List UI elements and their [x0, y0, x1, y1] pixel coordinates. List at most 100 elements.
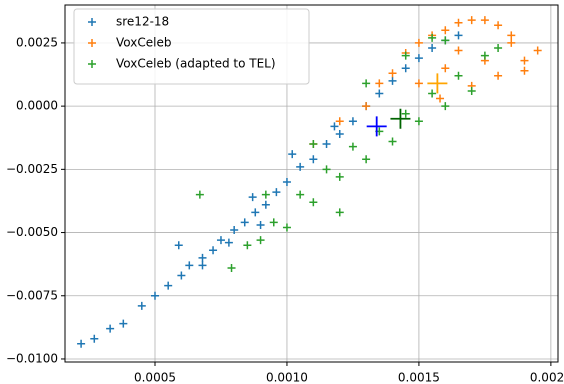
scatter-point: [309, 155, 318, 164]
scatter-point: [174, 241, 183, 250]
scatter-point: [467, 16, 476, 25]
scatter-point: [227, 263, 236, 272]
scatter-point: [362, 102, 371, 111]
scatter-point: [401, 64, 410, 73]
scatter-point: [375, 79, 384, 88]
scatter-point: [441, 36, 450, 45]
scatter-point: [296, 162, 305, 171]
scatter-point: [494, 43, 503, 52]
scatter-point: [90, 334, 99, 343]
scatter-point: [533, 46, 542, 55]
scatter-point: [335, 117, 344, 126]
scatter-point: [309, 198, 318, 207]
scatter-point: [480, 51, 489, 60]
scatter-point: [388, 76, 397, 85]
x-tick-label: 0.0020: [530, 371, 564, 384]
scatter-point: [388, 69, 397, 78]
legend-marker: [88, 18, 96, 26]
scatter-point: [441, 26, 450, 35]
scatter-point: [520, 66, 529, 75]
scatter-point: [414, 54, 423, 63]
y-tick-label: 0.0000: [16, 99, 58, 113]
scatter-point: [441, 102, 450, 111]
legend-marker: [88, 60, 96, 68]
scatter-point: [261, 190, 270, 199]
scatter-point: [362, 79, 371, 88]
x-tick-label: 0.0005: [134, 371, 176, 384]
scatter-point: [195, 190, 204, 199]
scatter-point: [335, 129, 344, 138]
scatter-point: [296, 190, 305, 199]
scatter-point: [428, 33, 437, 42]
y-tick-label: 0.0025: [16, 35, 58, 49]
scatter-point: [256, 236, 265, 245]
x-tick-label: 0.0010: [266, 371, 308, 384]
scatter-point: [414, 38, 423, 47]
scatter-point: [224, 238, 233, 247]
scatter-point: [240, 218, 249, 227]
scatter-point: [261, 200, 270, 209]
scatter-point: [401, 51, 410, 60]
scatter-point: [520, 56, 529, 65]
scatter-point: [414, 79, 423, 88]
scatter-point: [198, 261, 207, 270]
scatter-point: [348, 117, 357, 126]
scatter-point: [269, 218, 278, 227]
scatter-point: [467, 86, 476, 95]
y-tick-label: −0.0100: [6, 351, 58, 365]
scatter-point: [248, 193, 257, 202]
scatter-point: [436, 94, 445, 103]
legend-label: VoxCeleb: [116, 36, 171, 50]
scatter-point: [230, 226, 239, 235]
scatter-point: [414, 117, 423, 126]
legend-box: [73, 8, 310, 85]
scatter-point: [322, 140, 331, 149]
scatter-point: [507, 38, 516, 47]
scatter-point: [330, 122, 339, 131]
scatter-point: [335, 172, 344, 181]
y-tick-label: −0.0050: [6, 225, 58, 239]
scatter-point: [177, 271, 186, 280]
scatter-point: [137, 301, 146, 310]
legend-label: sre12-18: [116, 15, 169, 29]
scatter-point: [119, 319, 128, 328]
scatter-point: [309, 140, 318, 149]
scatter-point: [282, 177, 291, 186]
scatter-point: [251, 208, 260, 217]
x-tick-label: 0.0015: [398, 371, 440, 384]
legend-marker: [88, 39, 96, 47]
scatter-point: [272, 188, 281, 197]
scatter-point: [335, 208, 344, 217]
y-tick-label: −0.0075: [6, 288, 58, 302]
scatter-point: [150, 291, 159, 300]
scatter-point: [348, 142, 357, 151]
legend-label: VoxCeleb (adapted to TEL): [116, 57, 276, 71]
scatter-point: [198, 253, 207, 262]
scatter-point: [454, 71, 463, 80]
scatter-point: [494, 71, 503, 80]
scatter-point: [428, 43, 437, 52]
scatter-point: [243, 241, 252, 250]
scatter-point: [375, 89, 384, 98]
scatter-point: [216, 236, 225, 245]
scatter-point: [454, 31, 463, 40]
y-tick-label: −0.0025: [6, 162, 58, 176]
scatter-point: [507, 31, 516, 40]
scatter-point: [164, 281, 173, 290]
scatter-point: [362, 155, 371, 164]
scatter-point: [288, 150, 297, 159]
scatter-point: [282, 223, 291, 232]
scatter-point: [401, 109, 410, 118]
scatter-point: [322, 165, 331, 174]
scatter-point: [454, 46, 463, 55]
scatter-point: [494, 21, 503, 30]
scatter-point: [428, 89, 437, 98]
scatter-point: [441, 64, 450, 73]
centroid-marker: [390, 108, 411, 129]
scatter-point: [388, 137, 397, 146]
scatter-point: [185, 261, 194, 270]
centroid-marker: [366, 116, 387, 137]
scatter-point: [209, 246, 218, 255]
scatter-point: [454, 18, 463, 27]
